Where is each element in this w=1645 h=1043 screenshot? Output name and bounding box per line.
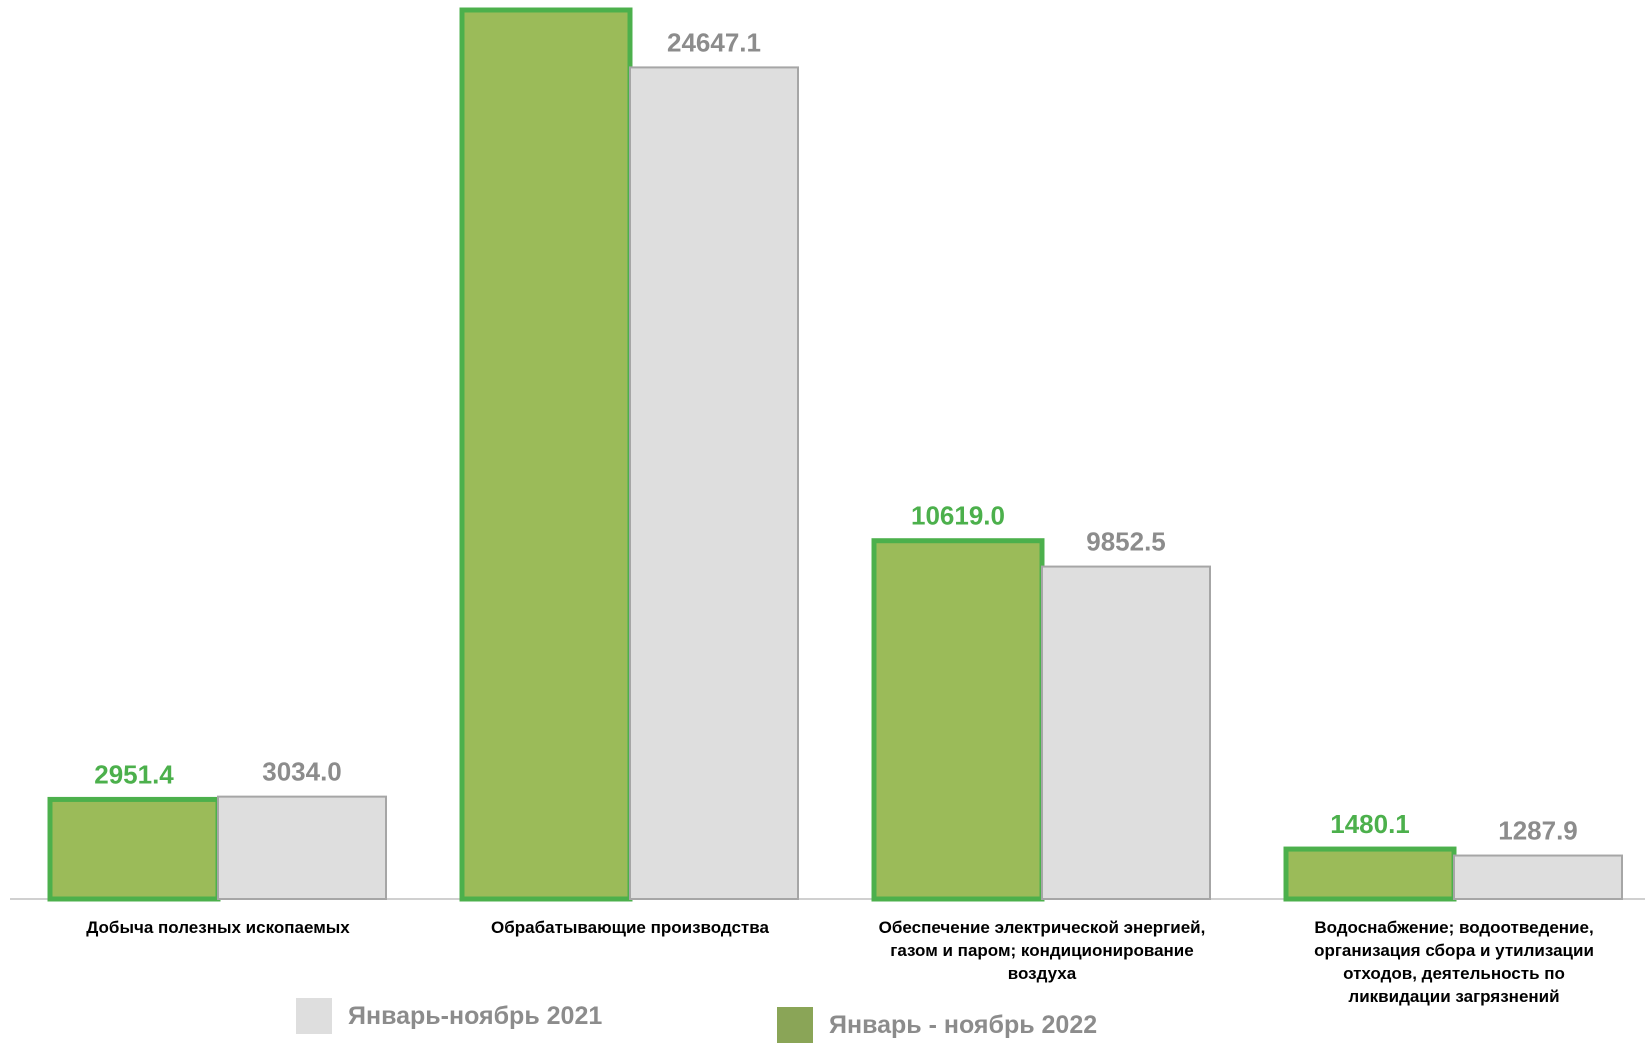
value-label-2022-water: 1480.1 [1330,809,1410,839]
value-label-2022-mining: 2951.4 [94,759,174,789]
value-label-2022-electricity: 10619.0 [911,501,1005,531]
category-label-water: Водоснабжение; водоотведение, организация… [1314,918,1594,1006]
value-label-2021-manufacturing: 24647.1 [667,27,761,57]
value-label-2021-electricity: 9852.5 [1086,527,1166,557]
category-label-manufacturing: Обрабатывающие производства [491,918,769,937]
legend-item-2022: Январь - ноябрь 2022 [777,1007,1097,1043]
category-label-mining: Добыча полезных ископаемых [86,918,350,937]
legend-item-2021: Январь-ноябрь 2021 [296,998,602,1034]
value-label-2021-mining: 3034.0 [262,757,342,787]
bar-2021-electricity [1041,565,1211,900]
bar-2022-manufacturing [459,7,633,902]
legend-label-2022: Январь - ноябрь 2022 [829,1010,1098,1039]
bar-2022-mining [47,796,221,902]
bar-2022-electricity [871,538,1045,902]
bar-2022-water [1283,846,1457,902]
legend-swatch-2021 [296,998,332,1034]
legend-label-2021: Январь-ноябрь 2021 [348,1001,603,1030]
value-label-2021-water: 1287.9 [1498,816,1578,846]
category-label-electricity: Обеспечение электрической энергией, газом… [879,918,1206,983]
bar-2021-manufacturing [629,66,799,900]
bar-2021-water [1453,854,1623,901]
legend-swatch-2022 [777,1007,813,1043]
bar-2021-mining [217,795,387,900]
